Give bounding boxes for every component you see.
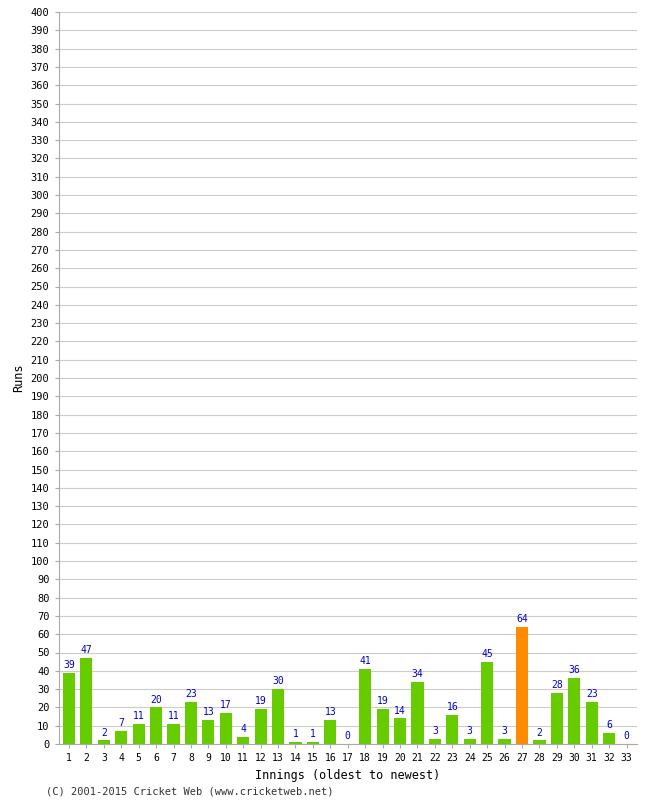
Y-axis label: Runs: Runs <box>12 364 25 392</box>
Text: 17: 17 <box>220 700 231 710</box>
Text: 47: 47 <box>81 646 92 655</box>
Bar <box>237 737 250 744</box>
Text: 20: 20 <box>150 694 162 705</box>
Bar <box>516 627 528 744</box>
Text: 3: 3 <box>432 726 438 736</box>
Text: 2: 2 <box>536 727 542 738</box>
Bar <box>202 720 215 744</box>
Bar <box>429 738 441 744</box>
Bar <box>463 738 476 744</box>
Text: 7: 7 <box>118 718 124 729</box>
Text: 6: 6 <box>606 720 612 730</box>
Text: 13: 13 <box>203 707 215 718</box>
Bar <box>551 693 563 744</box>
Text: 1: 1 <box>310 730 316 739</box>
Bar <box>272 689 284 744</box>
Text: 30: 30 <box>272 676 284 686</box>
Bar <box>133 724 145 744</box>
Bar <box>289 742 302 744</box>
Text: 41: 41 <box>359 656 371 666</box>
Text: 45: 45 <box>481 649 493 659</box>
Text: 64: 64 <box>516 614 528 624</box>
Text: 34: 34 <box>411 669 423 679</box>
Text: 19: 19 <box>255 697 266 706</box>
Text: (C) 2001-2015 Cricket Web (www.cricketweb.net): (C) 2001-2015 Cricket Web (www.cricketwe… <box>46 786 333 796</box>
Bar <box>359 669 371 744</box>
X-axis label: Innings (oldest to newest): Innings (oldest to newest) <box>255 769 441 782</box>
Bar <box>115 731 127 744</box>
Text: 36: 36 <box>568 666 580 675</box>
Bar <box>150 707 162 744</box>
Text: 11: 11 <box>168 711 179 721</box>
Bar <box>446 714 458 744</box>
Text: 13: 13 <box>324 707 336 718</box>
Bar <box>499 738 511 744</box>
Text: 0: 0 <box>623 731 629 742</box>
Bar <box>568 678 580 744</box>
Bar <box>168 724 179 744</box>
Bar <box>81 658 92 744</box>
Bar <box>394 718 406 744</box>
Bar <box>603 733 615 744</box>
Text: 3: 3 <box>502 726 508 736</box>
Text: 39: 39 <box>63 660 75 670</box>
Text: 23: 23 <box>586 689 597 699</box>
Text: 0: 0 <box>344 731 351 742</box>
Text: 1: 1 <box>292 730 298 739</box>
Text: 16: 16 <box>447 702 458 712</box>
Bar <box>98 740 110 744</box>
Bar <box>255 710 266 744</box>
Bar <box>376 710 389 744</box>
Bar <box>481 662 493 744</box>
Bar <box>411 682 424 744</box>
Bar <box>307 742 319 744</box>
Text: 28: 28 <box>551 680 563 690</box>
Text: 11: 11 <box>133 711 144 721</box>
Bar <box>533 740 545 744</box>
Bar <box>324 720 337 744</box>
Text: 3: 3 <box>467 726 473 736</box>
Text: 4: 4 <box>240 724 246 734</box>
Text: 23: 23 <box>185 689 197 699</box>
Bar <box>63 673 75 744</box>
Bar <box>220 713 232 744</box>
Bar <box>586 702 598 744</box>
Text: 19: 19 <box>377 697 389 706</box>
Bar <box>185 702 197 744</box>
Text: 14: 14 <box>394 706 406 716</box>
Text: 2: 2 <box>101 727 107 738</box>
